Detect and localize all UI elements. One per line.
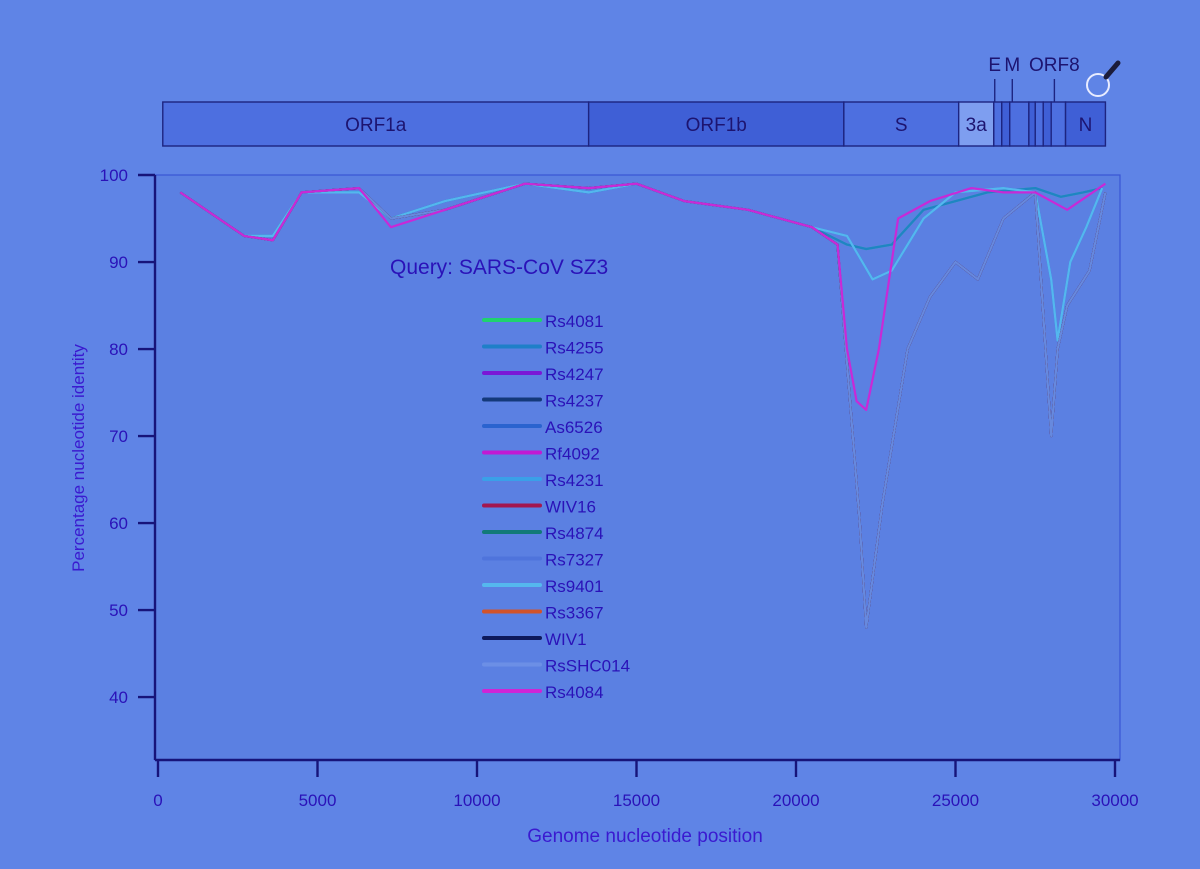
legend-label: Rs4874	[545, 524, 604, 543]
x-tick-label: 10000	[453, 791, 500, 810]
genome-segment	[1050, 101, 1067, 147]
legend: Rs4081 Rs4255 Rs4247 Rs4237 As6526 Rf4092 Rs42…	[482, 312, 630, 702]
legend-label: WIV16	[545, 498, 596, 517]
legend-label: Rs3367	[545, 604, 604, 623]
genome-segment-label: ORF1a	[345, 115, 407, 136]
y-axis-title: Percentage nucleotide identity	[69, 344, 88, 572]
legend-label: Rs4247	[545, 365, 604, 384]
x-axis-title: Genome nucleotide position	[527, 826, 763, 847]
y-tick-label: 100	[100, 166, 128, 185]
genome-segment-label: N	[1079, 115, 1093, 136]
legend-label: Rs4081	[545, 312, 604, 331]
genome-map: ORF1a ORF1b S 3a N	[162, 101, 1107, 147]
genome-segment	[162, 101, 590, 147]
legend-label: Rf4092	[545, 445, 600, 464]
genome-segment	[1028, 101, 1036, 147]
x-tick-label: 20000	[772, 791, 819, 810]
axes: 0 5000 10000 15000 20000 25000 30000 40 50 60 70 80…	[100, 166, 1139, 810]
legend-label: Rs7327	[545, 551, 604, 570]
y-tick-label: 50	[109, 601, 128, 620]
y-tick-label: 60	[109, 514, 128, 533]
magnifier-icon	[1086, 60, 1121, 97]
legend-label: WIV1	[545, 630, 587, 649]
genome-segment-label: 3a	[966, 115, 988, 136]
y-tick-label: 80	[109, 340, 128, 359]
genome-segment-label: ORF1b	[686, 115, 747, 136]
genome-map-callouts: E M ORF8	[988, 55, 1080, 102]
genome-segment	[993, 101, 1003, 147]
genome-callout-label: E	[988, 55, 1001, 76]
genome-callout-label: ORF8	[1029, 55, 1080, 76]
series-line-rsshc014	[179, 182, 1107, 629]
legend-label: Rs4084	[545, 683, 604, 702]
chart-title: Query: SARS-CoV SZ3	[390, 256, 608, 279]
x-tick-label: 15000	[613, 791, 660, 810]
y-tick-label: 90	[109, 253, 128, 272]
y-tick-label: 40	[109, 688, 128, 707]
series-line-rs4084	[179, 182, 1107, 411]
legend-label: Rs4255	[545, 339, 604, 358]
genome-segment-label: S	[895, 115, 908, 136]
genome-segment	[1001, 101, 1011, 147]
genome-segment	[1034, 101, 1044, 147]
series-lines	[179, 182, 1107, 629]
legend-label: RsSHC014	[545, 657, 630, 676]
x-tick-label: 0	[153, 791, 162, 810]
genome-segment	[1064, 101, 1107, 147]
plot-area	[154, 174, 1121, 761]
genome-segment	[1009, 101, 1030, 147]
x-tick-label: 25000	[932, 791, 979, 810]
x-tick-label: 5000	[299, 791, 337, 810]
genome-callout-label: M	[1004, 55, 1020, 76]
x-tick-label: 30000	[1091, 791, 1138, 810]
legend-label: As6526	[545, 418, 603, 437]
genome-segment	[587, 101, 845, 147]
y-tick-label: 70	[109, 427, 128, 446]
genome-segment	[1042, 101, 1052, 147]
legend-label: Rs4237	[545, 392, 604, 411]
legend-label: Rs4231	[545, 471, 604, 490]
genome-segment	[843, 101, 960, 147]
legend-label: Rs9401	[545, 577, 604, 596]
genome-segment	[957, 101, 995, 147]
